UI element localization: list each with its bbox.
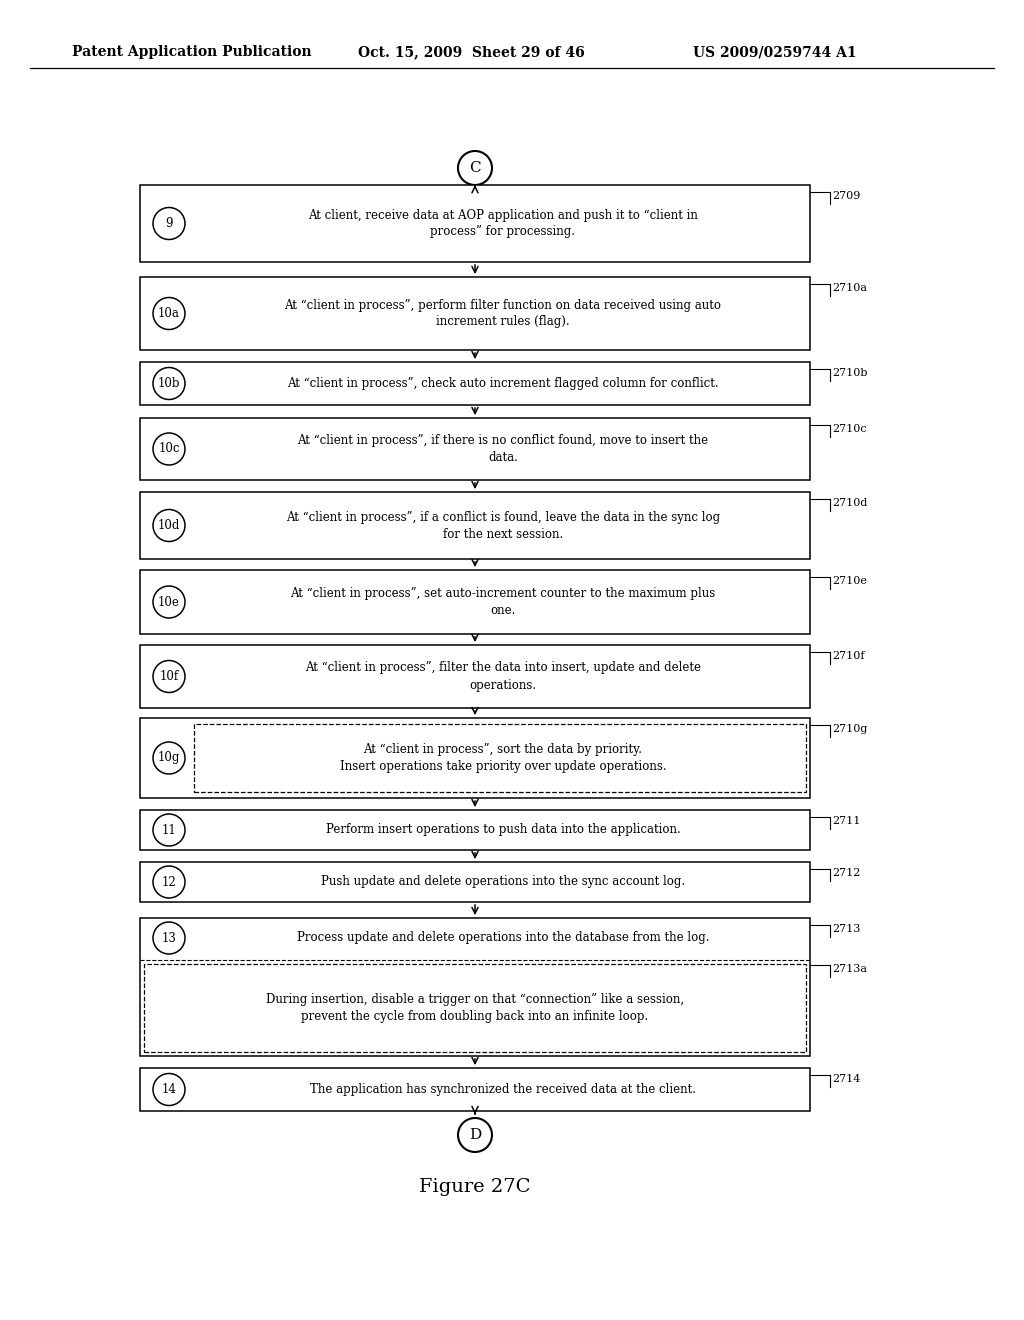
Text: At “client in process”, filter the data into insert, update and delete
operation: At “client in process”, filter the data …	[305, 661, 701, 692]
Text: 2710b: 2710b	[831, 368, 867, 378]
Text: 2710a: 2710a	[831, 282, 867, 293]
FancyBboxPatch shape	[140, 362, 810, 405]
Text: 14: 14	[162, 1082, 176, 1096]
Text: 9: 9	[165, 216, 173, 230]
Text: 10d: 10d	[158, 519, 180, 532]
Text: 10e: 10e	[158, 595, 180, 609]
Text: Figure 27C: Figure 27C	[419, 1177, 530, 1196]
Text: At client, receive data at AOP application and push it to “client in
process” fo: At client, receive data at AOP applicati…	[308, 209, 698, 239]
Text: 2714: 2714	[831, 1074, 860, 1084]
Text: 10b: 10b	[158, 378, 180, 389]
Text: D: D	[469, 1129, 481, 1142]
FancyBboxPatch shape	[140, 718, 810, 799]
Text: C: C	[469, 161, 481, 176]
FancyBboxPatch shape	[140, 645, 810, 708]
Text: US 2009/0259744 A1: US 2009/0259744 A1	[693, 45, 857, 59]
FancyBboxPatch shape	[194, 723, 806, 792]
Text: 2711: 2711	[831, 816, 860, 826]
FancyBboxPatch shape	[140, 277, 810, 350]
Text: At “client in process”, check auto increment flagged column for conflict.: At “client in process”, check auto incre…	[287, 378, 719, 389]
Text: 2710f: 2710f	[831, 651, 864, 661]
Text: At “client in process”, if a conflict is found, leave the data in the sync log
f: At “client in process”, if a conflict is…	[286, 511, 720, 540]
FancyBboxPatch shape	[140, 185, 810, 261]
FancyBboxPatch shape	[140, 1068, 810, 1111]
Text: 2710d: 2710d	[831, 498, 867, 508]
Text: At “client in process”, sort the data by priority.
Insert operations take priori: At “client in process”, sort the data by…	[340, 743, 667, 774]
Text: 13: 13	[162, 932, 176, 945]
Text: Oct. 15, 2009  Sheet 29 of 46: Oct. 15, 2009 Sheet 29 of 46	[358, 45, 585, 59]
Text: At “client in process”, set auto-increment counter to the maximum plus
one.: At “client in process”, set auto-increme…	[291, 587, 716, 616]
Text: 2713a: 2713a	[831, 964, 867, 974]
FancyBboxPatch shape	[140, 570, 810, 634]
FancyBboxPatch shape	[140, 492, 810, 558]
Text: Push update and delete operations into the sync account log.: Push update and delete operations into t…	[321, 875, 685, 888]
FancyBboxPatch shape	[140, 917, 810, 1056]
Text: Process update and delete operations into the database from the log.: Process update and delete operations int…	[297, 932, 710, 945]
Text: 11: 11	[162, 824, 176, 837]
Text: 2709: 2709	[831, 191, 860, 201]
FancyBboxPatch shape	[144, 964, 806, 1052]
Text: 10c: 10c	[159, 442, 180, 455]
FancyBboxPatch shape	[140, 418, 810, 480]
Text: 10a: 10a	[158, 308, 180, 319]
Text: 10g: 10g	[158, 751, 180, 764]
Text: Perform insert operations to push data into the application.: Perform insert operations to push data i…	[326, 824, 680, 837]
FancyBboxPatch shape	[140, 862, 810, 902]
Text: At “client in process”, if there is no conflict found, move to insert the
data.: At “client in process”, if there is no c…	[297, 434, 709, 465]
Text: 2713: 2713	[831, 924, 860, 935]
Text: The application has synchronized the received data at the client.: The application has synchronized the rec…	[310, 1082, 696, 1096]
Text: 2710e: 2710e	[831, 576, 867, 586]
Text: 2712: 2712	[831, 869, 860, 878]
FancyBboxPatch shape	[140, 810, 810, 850]
Text: During insertion, disable a trigger on that “connection” like a session,
prevent: During insertion, disable a trigger on t…	[266, 993, 684, 1023]
Text: 12: 12	[162, 875, 176, 888]
Text: 2710c: 2710c	[831, 424, 866, 434]
Text: Patent Application Publication: Patent Application Publication	[72, 45, 311, 59]
Text: At “client in process”, perform filter function on data received using auto
incr: At “client in process”, perform filter f…	[285, 298, 722, 329]
Text: 10f: 10f	[160, 671, 178, 682]
Text: 2710g: 2710g	[831, 723, 867, 734]
